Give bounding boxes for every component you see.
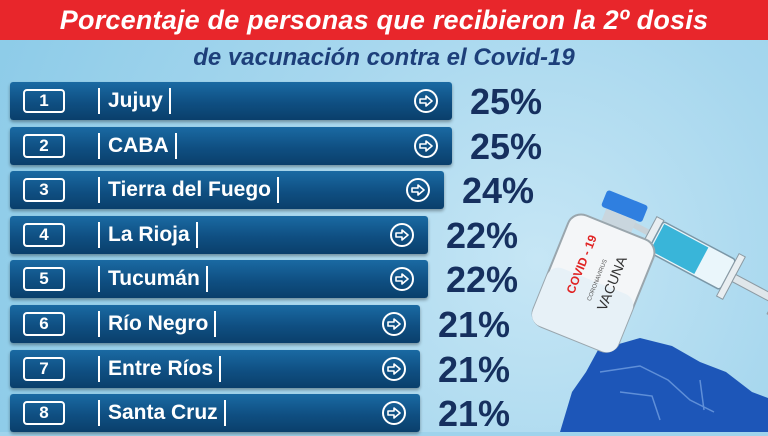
divider <box>224 400 226 427</box>
bar-row: 6 Río Negro <box>10 305 420 343</box>
arrow-right-circle-icon <box>414 89 438 113</box>
value-label: 22% <box>446 214 519 256</box>
value-label: 24% <box>462 170 535 212</box>
bar-row: 2 CABA <box>10 126 452 165</box>
arrow-right-circle-icon <box>414 133 438 158</box>
bar-row: 3 Tierra del Fuego <box>10 171 444 210</box>
divider <box>98 132 100 159</box>
value-label: 21% <box>438 393 511 435</box>
category-label: Tierra del Fuego <box>108 178 271 202</box>
bar-row: 5 Tucumán <box>10 260 428 299</box>
chart-subtitle: de vacunación contra el Covid-19 <box>193 44 575 71</box>
divider <box>98 355 100 382</box>
divider <box>196 221 198 248</box>
arrow-right-circle-icon <box>382 356 406 381</box>
divider <box>169 88 171 114</box>
vaccine-vial-icon: COVID - 19 CORONAVIRUS VACUNA <box>531 190 656 353</box>
arrow-right-circle-icon <box>390 267 414 292</box>
divider <box>206 266 208 293</box>
rank-number: 6 <box>23 312 65 336</box>
value-label: 21% <box>438 304 511 345</box>
category-label: CABA <box>108 133 169 157</box>
divider <box>98 400 100 427</box>
rank-number: 2 <box>23 133 65 158</box>
rank-number: 3 <box>23 178 65 203</box>
divider <box>98 177 100 204</box>
divider <box>219 355 221 382</box>
divider <box>277 177 279 204</box>
rank-number: 1 <box>23 89 65 113</box>
category-label: Río Negro <box>108 312 209 335</box>
rank-number: 8 <box>23 401 65 426</box>
arrow-right-circle-icon <box>382 401 406 426</box>
category-label: La Rioja <box>108 222 190 246</box>
category-label: Santa Cruz <box>108 401 218 425</box>
chart-title: Porcentaje de personas que recibieron la… <box>59 4 709 35</box>
divider <box>214 311 216 337</box>
bar-row: 7 Entre Ríos <box>10 349 420 388</box>
divider <box>98 266 100 293</box>
value-label: 25% <box>470 125 543 167</box>
rank-number: 7 <box>23 356 65 381</box>
divider <box>175 132 177 159</box>
title-bar: Porcentaje de personas que recibieron la… <box>0 0 768 40</box>
category-label: Jujuy <box>108 89 163 112</box>
rank-number: 5 <box>23 267 65 292</box>
arrow-right-circle-icon <box>390 222 414 247</box>
divider <box>98 221 100 248</box>
category-label: Tucumán <box>108 267 200 291</box>
value-label: 22% <box>446 259 519 301</box>
category-label: Entre Ríos <box>108 356 214 380</box>
bar-row: 4 La Rioja <box>10 215 428 254</box>
divider <box>98 88 100 114</box>
syringe-icon <box>627 216 768 318</box>
arrow-right-circle-icon <box>406 178 430 203</box>
bar-row: 8 Santa Cruz <box>10 394 420 433</box>
value-label: 25% <box>470 81 543 122</box>
arrow-right-circle-icon <box>382 312 406 336</box>
bar-row: 1 Jujuy <box>10 82 452 120</box>
value-label: 21% <box>438 348 511 390</box>
argentina-map-icon <box>560 338 768 432</box>
divider <box>98 311 100 337</box>
rank-number: 4 <box>23 222 65 247</box>
